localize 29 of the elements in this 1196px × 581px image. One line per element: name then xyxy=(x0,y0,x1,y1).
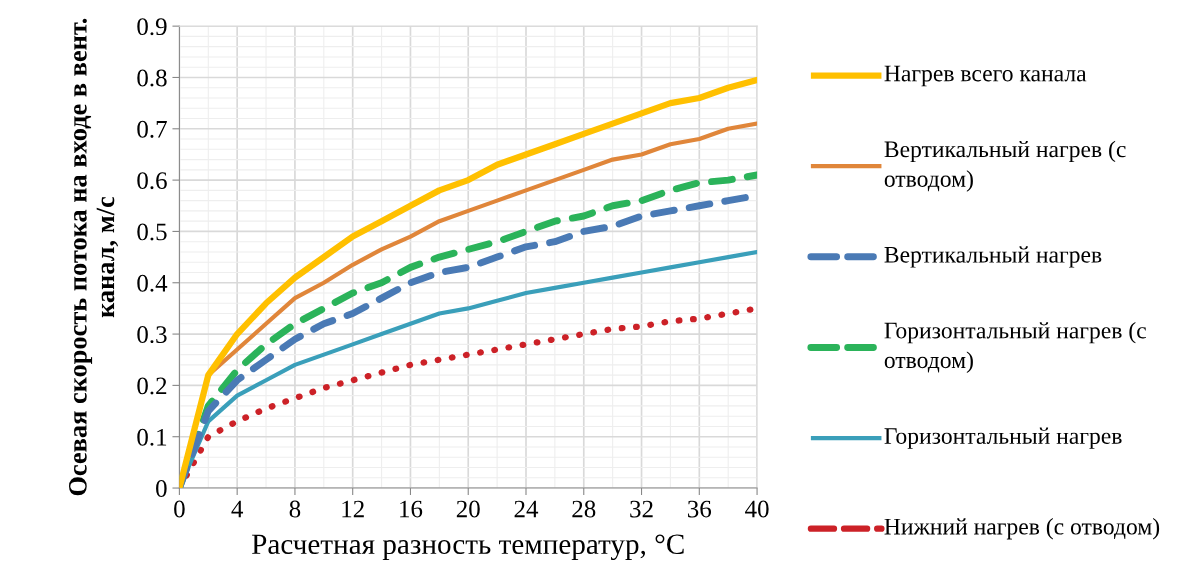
x-tick-label: 36 xyxy=(688,500,712,518)
y-tick-label: 0.1 xyxy=(137,428,167,446)
x-tick-label: 12 xyxy=(342,500,364,518)
y-tick-label: 0 xyxy=(156,480,167,497)
x-tick-label: 24 xyxy=(514,500,539,518)
x-tick-label: 16 xyxy=(400,500,423,518)
x-tick-label: 40 xyxy=(745,500,769,518)
y-tick-label: 0.5 xyxy=(137,223,167,241)
y-tick-label: 0.9 xyxy=(137,18,167,36)
x-tick-label: 8 xyxy=(289,500,301,518)
legend-label: Вертикальный нагрев (с отводом) xyxy=(884,140,1126,192)
y-tick-label: 0.6 xyxy=(137,172,167,190)
legend-label: Нагрев всего канала xyxy=(884,65,1087,87)
legend-label: Вертикальный нагрев xyxy=(884,246,1102,268)
y-tick-label: 0.7 xyxy=(137,120,167,138)
legend-label: Нижний нагрев (с отводом) xyxy=(884,518,1160,540)
x-tick-label: 32 xyxy=(630,500,653,518)
x-axis-title: Расчетная разность температур, °C xyxy=(252,534,684,561)
y-axis-title: Осевая скорость потока на входе в вент. канал, м/с xyxy=(68,18,119,496)
legend-label: Горизонтальный нагрев xyxy=(884,427,1122,449)
x-tick-label: 0 xyxy=(174,500,185,518)
y-tick-label: 0.4 xyxy=(137,274,168,292)
x-tick-label: 4 xyxy=(231,500,244,518)
legend-label: Горизонтальный нагрев (с отводом) xyxy=(884,321,1146,373)
x-tick-label: 20 xyxy=(456,500,480,518)
x-tick-label: 28 xyxy=(572,500,596,518)
y-tick-label: 0.2 xyxy=(137,377,167,395)
y-tick-label: 0.8 xyxy=(137,69,167,87)
y-tick-label: 0.3 xyxy=(137,326,167,344)
